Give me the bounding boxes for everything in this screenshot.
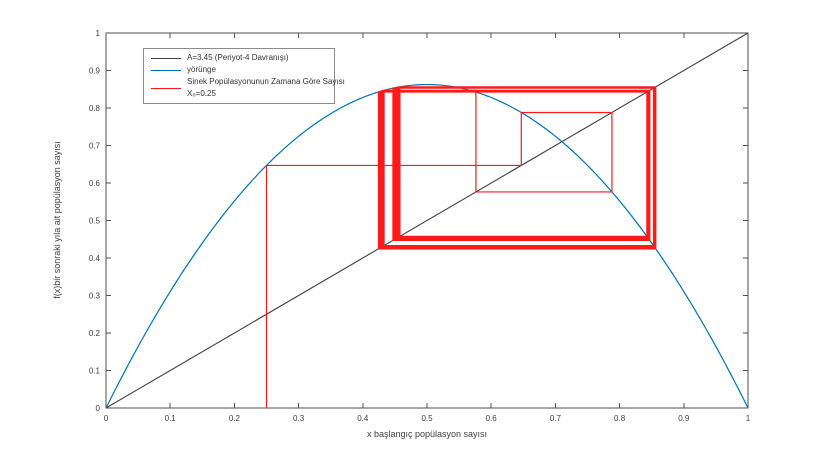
legend-label-cobweb-line1: Sinek Popülasyonunun Zamana Göre Sayısı <box>187 77 345 86</box>
x-tick-label: 0.8 <box>614 414 626 423</box>
y-axis-label: f(x)bir sonraki yıla ait popülasyon sayı… <box>52 141 62 299</box>
x-tick-label: 0.7 <box>550 414 562 423</box>
y-tick-label: 0.2 <box>89 329 101 338</box>
y-tick-label: 0.3 <box>89 292 101 301</box>
cobweb-orbit-path <box>265 86 657 408</box>
x-tick-label: 0.6 <box>486 414 498 423</box>
y-tick-label: 0.7 <box>89 142 101 151</box>
legend-entry-cobweb: Sinek Popülasyonunun Zamana Göre Sayısı … <box>151 76 345 100</box>
legend-label-identity-line: A=3.45 (Periyot-4 Davranışı) <box>187 53 289 62</box>
y-tick-label: 0.1 <box>89 367 101 376</box>
x-tick-label: 0.9 <box>678 414 690 423</box>
y-tick-label: 0.5 <box>89 217 101 226</box>
x-tick-label: 0.2 <box>229 414 241 423</box>
y-tick-label: 0.6 <box>89 179 101 188</box>
y-tick-label: 0 <box>96 404 101 413</box>
legend-entry-orbit-curve: yörünge <box>151 64 328 76</box>
legend-entry-identity-line: A=3.45 (Periyot-4 Davranışı) <box>151 52 328 64</box>
x-tick-label: 0.3 <box>293 414 305 423</box>
y-tick-label: 0.9 <box>89 67 101 76</box>
legend-line-sample-black <box>151 57 181 59</box>
x-tick-label: 0 <box>104 414 109 423</box>
legend-label-orbit-curve: yörünge <box>187 65 216 74</box>
y-tick-label: 1 <box>96 29 101 38</box>
legend-label-cobweb-line2: X₀=0.25 <box>187 89 216 98</box>
identity-line <box>105 32 749 409</box>
logistic-curve <box>105 83 749 409</box>
x-tick-label: 0.4 <box>357 414 369 423</box>
legend-line-sample-blue <box>151 69 181 71</box>
x-tick-label: 0.5 <box>421 414 433 423</box>
y-tick-label: 0.8 <box>89 104 101 113</box>
x-tick-label: 0.1 <box>165 414 177 423</box>
y-tick-label: 0.4 <box>89 254 101 263</box>
x-tick-label: 1 <box>746 414 751 423</box>
x-axis-label: x başlangıç popülasyon sayısı <box>366 429 488 439</box>
legend: A=3.45 (Periyot-4 Davranışı) yörünge Sin… <box>143 48 345 104</box>
legend-line-sample-red <box>151 87 181 89</box>
